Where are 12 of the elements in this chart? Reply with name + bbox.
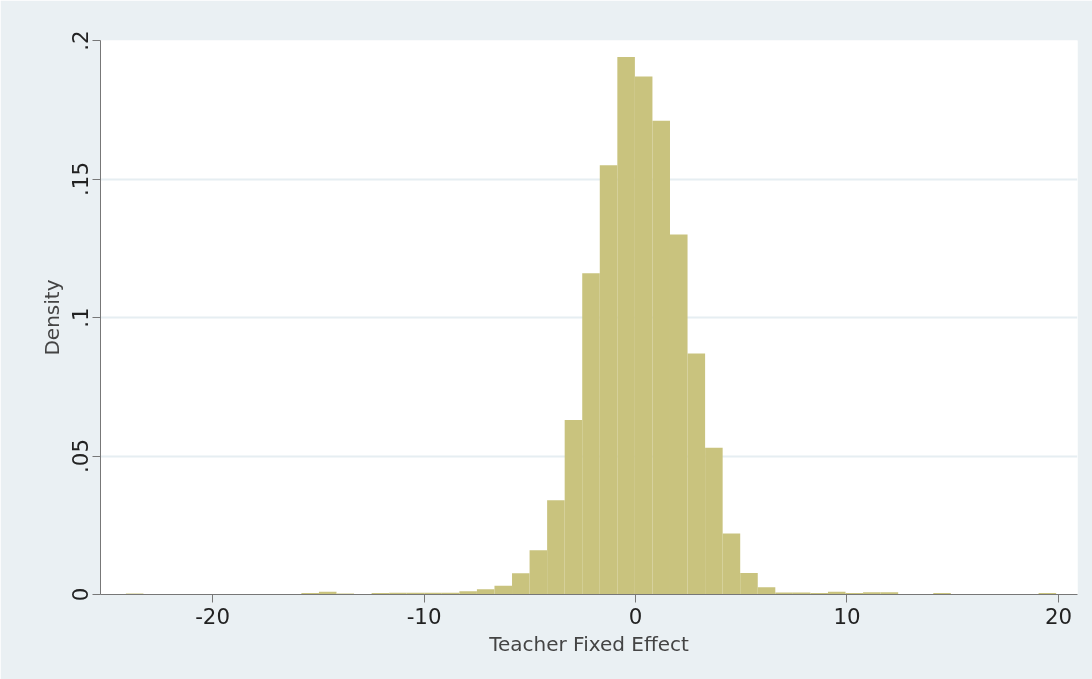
y-tick-label: .15 [67,162,93,196]
x-tick-label: -10 [406,603,442,629]
y-axis-title: Density [39,279,64,356]
y-tick-label: 0 [67,587,93,602]
x-tick-label: -20 [195,603,231,629]
x-tick-label: 0 [628,603,643,629]
x-tick-label: 10 [833,603,861,629]
x-tick-label: 20 [1044,603,1073,629]
x-axis-title: Teacher Fixed Effect [488,631,689,656]
y-tick-label: .1 [67,307,93,328]
y-tick-label: .05 [67,439,93,473]
y-tick-label: .2 [67,30,93,51]
